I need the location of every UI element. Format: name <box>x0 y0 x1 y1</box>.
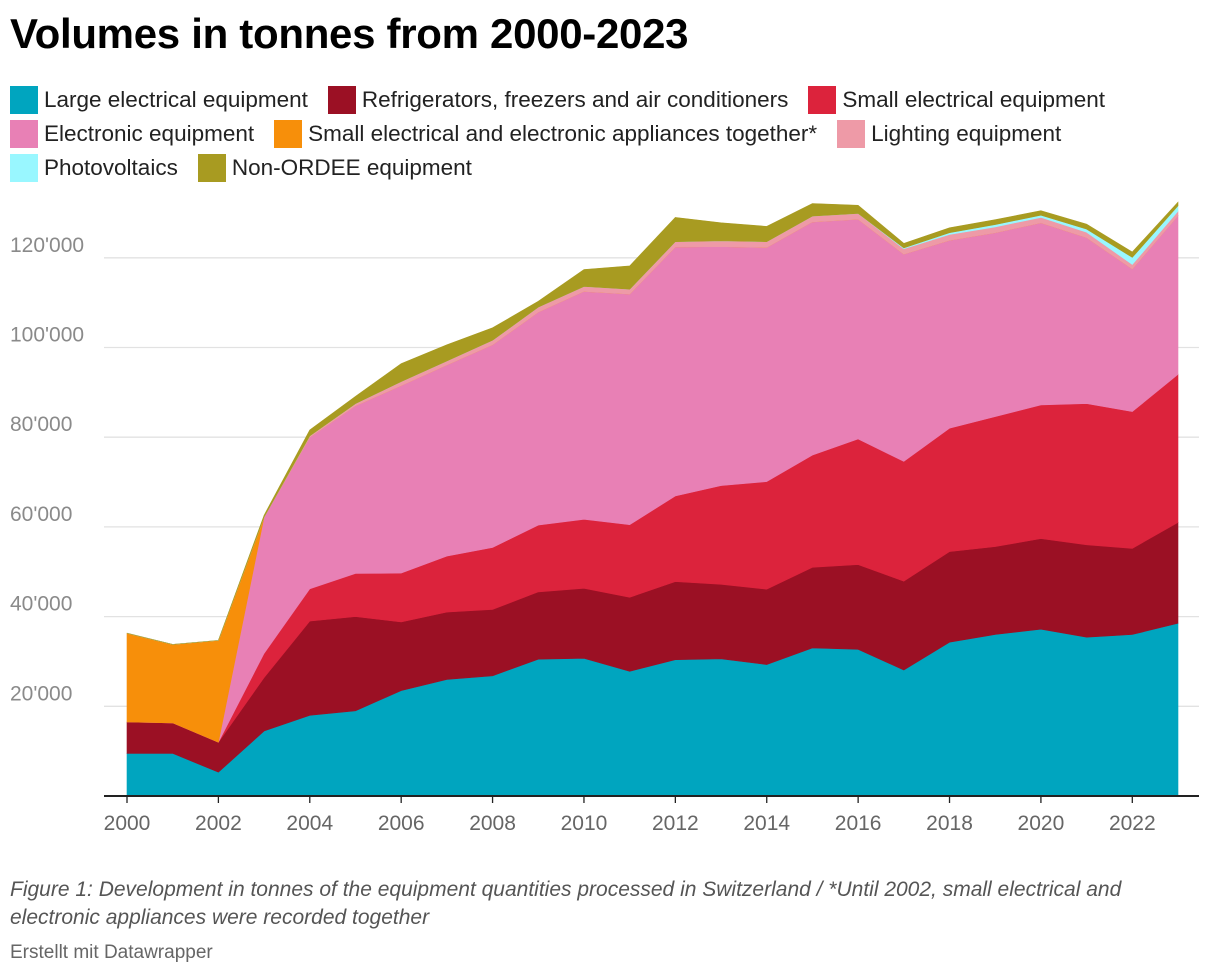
legend-swatch <box>274 120 303 148</box>
legend-row: Electronic equipment Small electrical an… <box>10 117 1210 151</box>
legend-swatch <box>10 154 38 182</box>
x-tick-label: 2002 <box>195 812 242 835</box>
legend-item-photovoltaics: Photovoltaics <box>10 154 178 182</box>
y-axis-ticks: 20'000 40'000 60'000 80'000 100'000 120'000 <box>10 234 84 705</box>
legend-item-electronic: Electronic equipment <box>10 120 254 148</box>
legend-item-lighting: Lighting equipment <box>837 120 1061 148</box>
x-tick-label: 2010 <box>561 812 608 835</box>
stacked-area-chart: 20'000 40'000 60'000 80'000 100'000 120'000 2… <box>10 201 1199 835</box>
y-tick-label: 40'000 <box>10 593 72 616</box>
area-non-ordee-equipment <box>126 201 1179 645</box>
source-credit: Erstellt mit Datawrapper <box>10 942 213 963</box>
x-tick-label: 2012 <box>652 812 699 835</box>
x-tick-label: 2000 <box>104 812 151 835</box>
legend-swatch <box>808 86 837 114</box>
legend-swatch <box>327 86 356 114</box>
y-tick-label: 60'000 <box>10 503 72 526</box>
x-tick-label: 2008 <box>469 812 516 835</box>
legend-item-refrigerators: Refrigerators, freezers and air conditio… <box>327 86 789 114</box>
legend-item-large-electrical: Large electrical equipment <box>10 86 308 114</box>
legend-swatch <box>837 120 866 148</box>
legend-label: Non-ORDEE equipment <box>231 155 472 180</box>
x-tick-label: 2014 <box>743 812 790 835</box>
legend-item-small-together: Small electrical and electronic applianc… <box>274 120 817 148</box>
x-tick-label: 2006 <box>378 812 425 835</box>
x-axis-ticks: 2000 2002 2004 2006 2008 2010 2012 2014 2016 2018… <box>104 796 1156 835</box>
legend-label: Refrigerators, freezers and air conditio… <box>361 87 789 112</box>
legend-label: Lighting equipment <box>871 121 1062 146</box>
x-tick-label: 2016 <box>835 812 882 835</box>
y-tick-label: 120'000 <box>10 234 84 257</box>
legend-label: Electronic equipment <box>44 121 255 146</box>
x-tick-label: 2018 <box>926 812 973 835</box>
legend-label: Small electrical and electronic applianc… <box>308 121 818 146</box>
legend-swatch <box>10 86 38 114</box>
figure-caption: Figure 1: Development in tonnes of the e… <box>10 878 1122 929</box>
legend-label: Large electrical equipment <box>44 87 308 112</box>
x-tick-label: 2020 <box>1018 812 1065 835</box>
legend-swatch <box>10 120 38 148</box>
legend-row: Large electrical equipment Refrigerators… <box>10 83 1210 117</box>
y-tick-label: 80'000 <box>10 413 72 436</box>
legend-label: Small electrical equipment <box>842 87 1105 112</box>
x-tick-label: 2004 <box>286 812 333 835</box>
legend-item-non-ordee: Non-ORDEE equipment <box>197 154 472 182</box>
x-tick-label: 2022 <box>1109 812 1156 835</box>
y-tick-label: 100'000 <box>10 324 84 347</box>
legend-item-small-electrical: Small electrical equipment <box>808 86 1105 114</box>
legend-row: Photovoltaics Non-ORDEE equipment <box>10 151 1210 185</box>
legend-label: Photovoltaics <box>44 155 178 180</box>
legend-swatch <box>197 154 226 182</box>
area-series <box>126 201 1179 797</box>
chart-legend: Large electrical equipment Refrigerators… <box>10 83 1210 185</box>
chart-title: Volumes in tonnes from 2000-2023 <box>10 10 689 57</box>
y-tick-label: 20'000 <box>10 682 72 705</box>
